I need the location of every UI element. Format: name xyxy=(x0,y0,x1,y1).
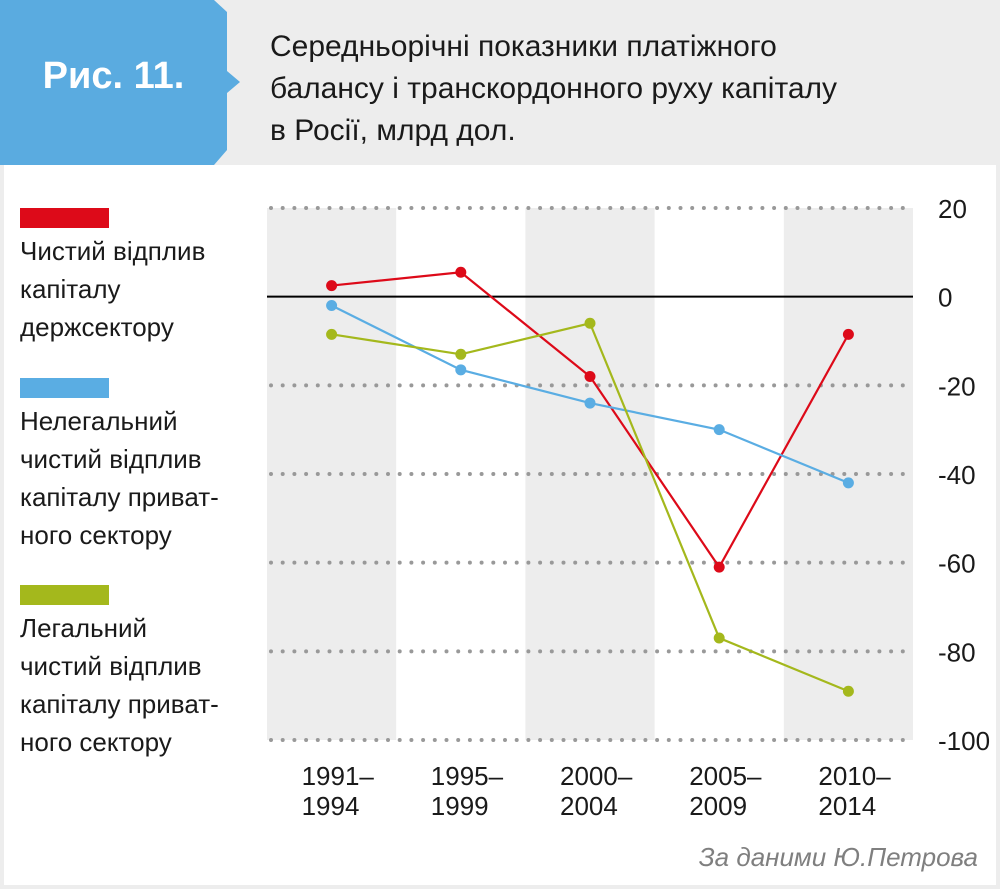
header: Рис. 11. Середньорічні показники платіжн… xyxy=(0,0,1000,165)
x-tick-label: 2000– xyxy=(560,761,633,791)
legend-swatch-red xyxy=(20,208,109,228)
legend-label: Нелегальний чистий відплив капіталу прив… xyxy=(20,402,219,554)
x-tick-label: 2010– xyxy=(818,761,891,791)
data-point xyxy=(326,280,338,292)
figure-label: Рис. 11. xyxy=(42,55,185,97)
legend-line: капіталу приват- xyxy=(20,689,219,719)
title-line: Середньорічні показники платіжного xyxy=(270,30,777,63)
legend-line: ного сектору xyxy=(20,520,172,550)
legend-line: ного сектору xyxy=(20,727,172,757)
data-point xyxy=(842,328,854,340)
legend-line: капіталу xyxy=(20,274,121,304)
legend-line: капіталу приват- xyxy=(20,482,219,512)
y-tick-label: -100 xyxy=(938,726,990,756)
x-tick-label: 1999 xyxy=(431,791,489,821)
legend-line: держсектору xyxy=(20,312,174,342)
y-tick-label: 20 xyxy=(938,194,967,224)
data-point xyxy=(584,397,596,409)
y-tick-label: -60 xyxy=(938,549,976,579)
legend-swatch-green xyxy=(20,585,109,605)
legend-item-red: Чистий відплив капіталу держсектору xyxy=(20,208,205,346)
data-point xyxy=(713,632,725,644)
data-point xyxy=(584,317,596,329)
y-tick-label: 0 xyxy=(938,283,952,313)
data-point xyxy=(713,561,725,573)
legend-line: Легальний xyxy=(20,613,148,643)
data-point xyxy=(455,266,467,278)
data-point xyxy=(842,477,854,489)
x-tick-label: 1994 xyxy=(302,791,360,821)
source-note: За даними Ю.Петрова xyxy=(698,842,978,872)
legend-item-green: Легальний чистий відплив капіталу приват… xyxy=(20,585,219,761)
x-tick-label: 2004 xyxy=(560,791,618,821)
x-tick-label: 2005– xyxy=(689,761,762,791)
column-band xyxy=(783,208,913,740)
title-line: балансу і транскордонного руху капіталу xyxy=(270,72,838,105)
legend-line: Чистий відплив xyxy=(20,236,206,266)
legend-line: чистий відплив xyxy=(20,651,202,681)
legend-label: Чистий відплив капіталу держсектору xyxy=(20,232,205,346)
x-tick-label: 1991– xyxy=(302,761,375,791)
badge-shape xyxy=(0,0,240,165)
y-tick-label: -40 xyxy=(938,460,976,490)
x-tick-label: 2009 xyxy=(689,791,747,821)
figure-badge: Рис. 11. xyxy=(0,0,240,165)
data-point xyxy=(326,300,338,312)
legend-swatch-blue xyxy=(20,378,109,398)
y-tick-label: -80 xyxy=(938,637,976,667)
x-tick-label: 1995– xyxy=(431,761,504,791)
x-tick-label: 2014 xyxy=(818,791,876,821)
data-point xyxy=(326,328,338,340)
data-point xyxy=(584,370,596,382)
data-point xyxy=(455,364,467,376)
title-line: в Росії, млрд дол. xyxy=(270,114,516,147)
chart-title: Середньорічні показники платіжного балан… xyxy=(270,26,970,152)
y-tick-label: -20 xyxy=(938,371,976,401)
data-point xyxy=(842,685,854,697)
data-point xyxy=(713,424,725,436)
legend-line: Нелегальний xyxy=(20,406,178,436)
legend-label: Легальний чистий відплив капіталу приват… xyxy=(20,609,219,761)
legend-line: чистий відплив xyxy=(20,444,202,474)
legend-item-blue: Нелегальний чистий відплив капіталу прив… xyxy=(20,378,219,554)
data-point xyxy=(455,348,467,360)
